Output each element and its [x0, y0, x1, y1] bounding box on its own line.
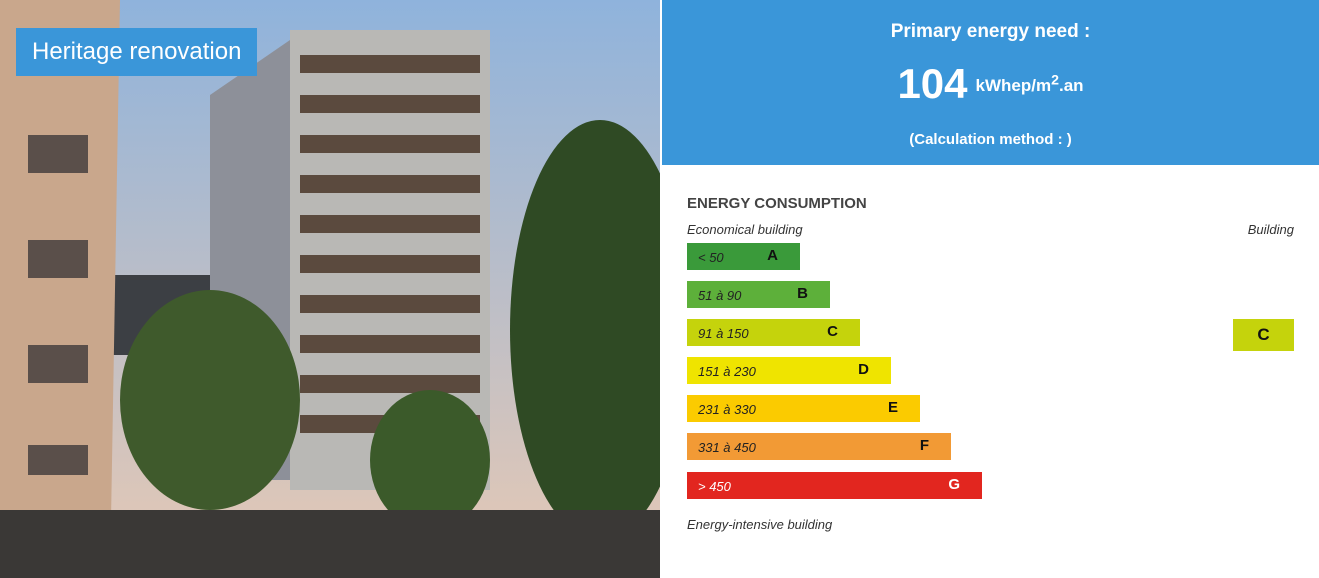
panel-value-row: 104 kWhep/m2.an: [662, 60, 1319, 108]
rating-range: 151 à 230: [698, 364, 756, 379]
rating-letter: F: [920, 437, 929, 454]
rating-letter: B: [797, 285, 808, 302]
rating-letter: E: [888, 399, 898, 416]
rating-letter: G: [948, 476, 960, 493]
unit-sup: 2: [1051, 72, 1059, 88]
rating-range: 51 à 90: [698, 288, 741, 303]
rating-bar: 91 à 150 C: [687, 319, 860, 346]
rating-bar: > 450 G: [687, 472, 982, 499]
rating-bar: 151 à 230 D: [687, 357, 891, 384]
bottom-note: Energy-intensive building: [687, 517, 832, 532]
rating-bar: < 50 A: [687, 243, 800, 270]
section-heading: ENERGY CONSUMPTION: [687, 195, 867, 212]
rating-range: 331 à 450: [698, 440, 756, 455]
unit-base: kWhep/m: [976, 76, 1052, 95]
rating-bar: 51 à 90 B: [687, 281, 830, 308]
rating-range: < 50: [698, 250, 724, 265]
top-right-note: Building: [1248, 222, 1294, 237]
rating-range: > 450: [698, 479, 731, 494]
rating-letter: C: [827, 323, 838, 340]
building-rating: C: [1233, 319, 1294, 351]
rating-range: 91 à 150: [698, 326, 749, 341]
building-photo: [0, 0, 660, 578]
photo-badge: Heritage renovation: [16, 28, 257, 76]
energy-unit: kWhep/m2.an: [976, 76, 1084, 95]
top-left-note: Economical building: [687, 222, 803, 237]
rating-bar: 331 à 450 F: [687, 433, 951, 460]
rating-range: 231 à 330: [698, 402, 756, 417]
rating-bar: 231 à 330 E: [687, 395, 920, 422]
energy-value: 104: [897, 60, 967, 107]
rating-letter: D: [858, 361, 869, 378]
panel-title: Primary energy need :: [662, 21, 1319, 43]
rating-letter: A: [767, 247, 778, 264]
calculation-method: (Calculation method : ): [662, 131, 1319, 148]
energy-panel: Primary energy need : 104 kWhep/m2.an (Ca…: [662, 0, 1319, 165]
unit-tail: .an: [1059, 76, 1084, 95]
